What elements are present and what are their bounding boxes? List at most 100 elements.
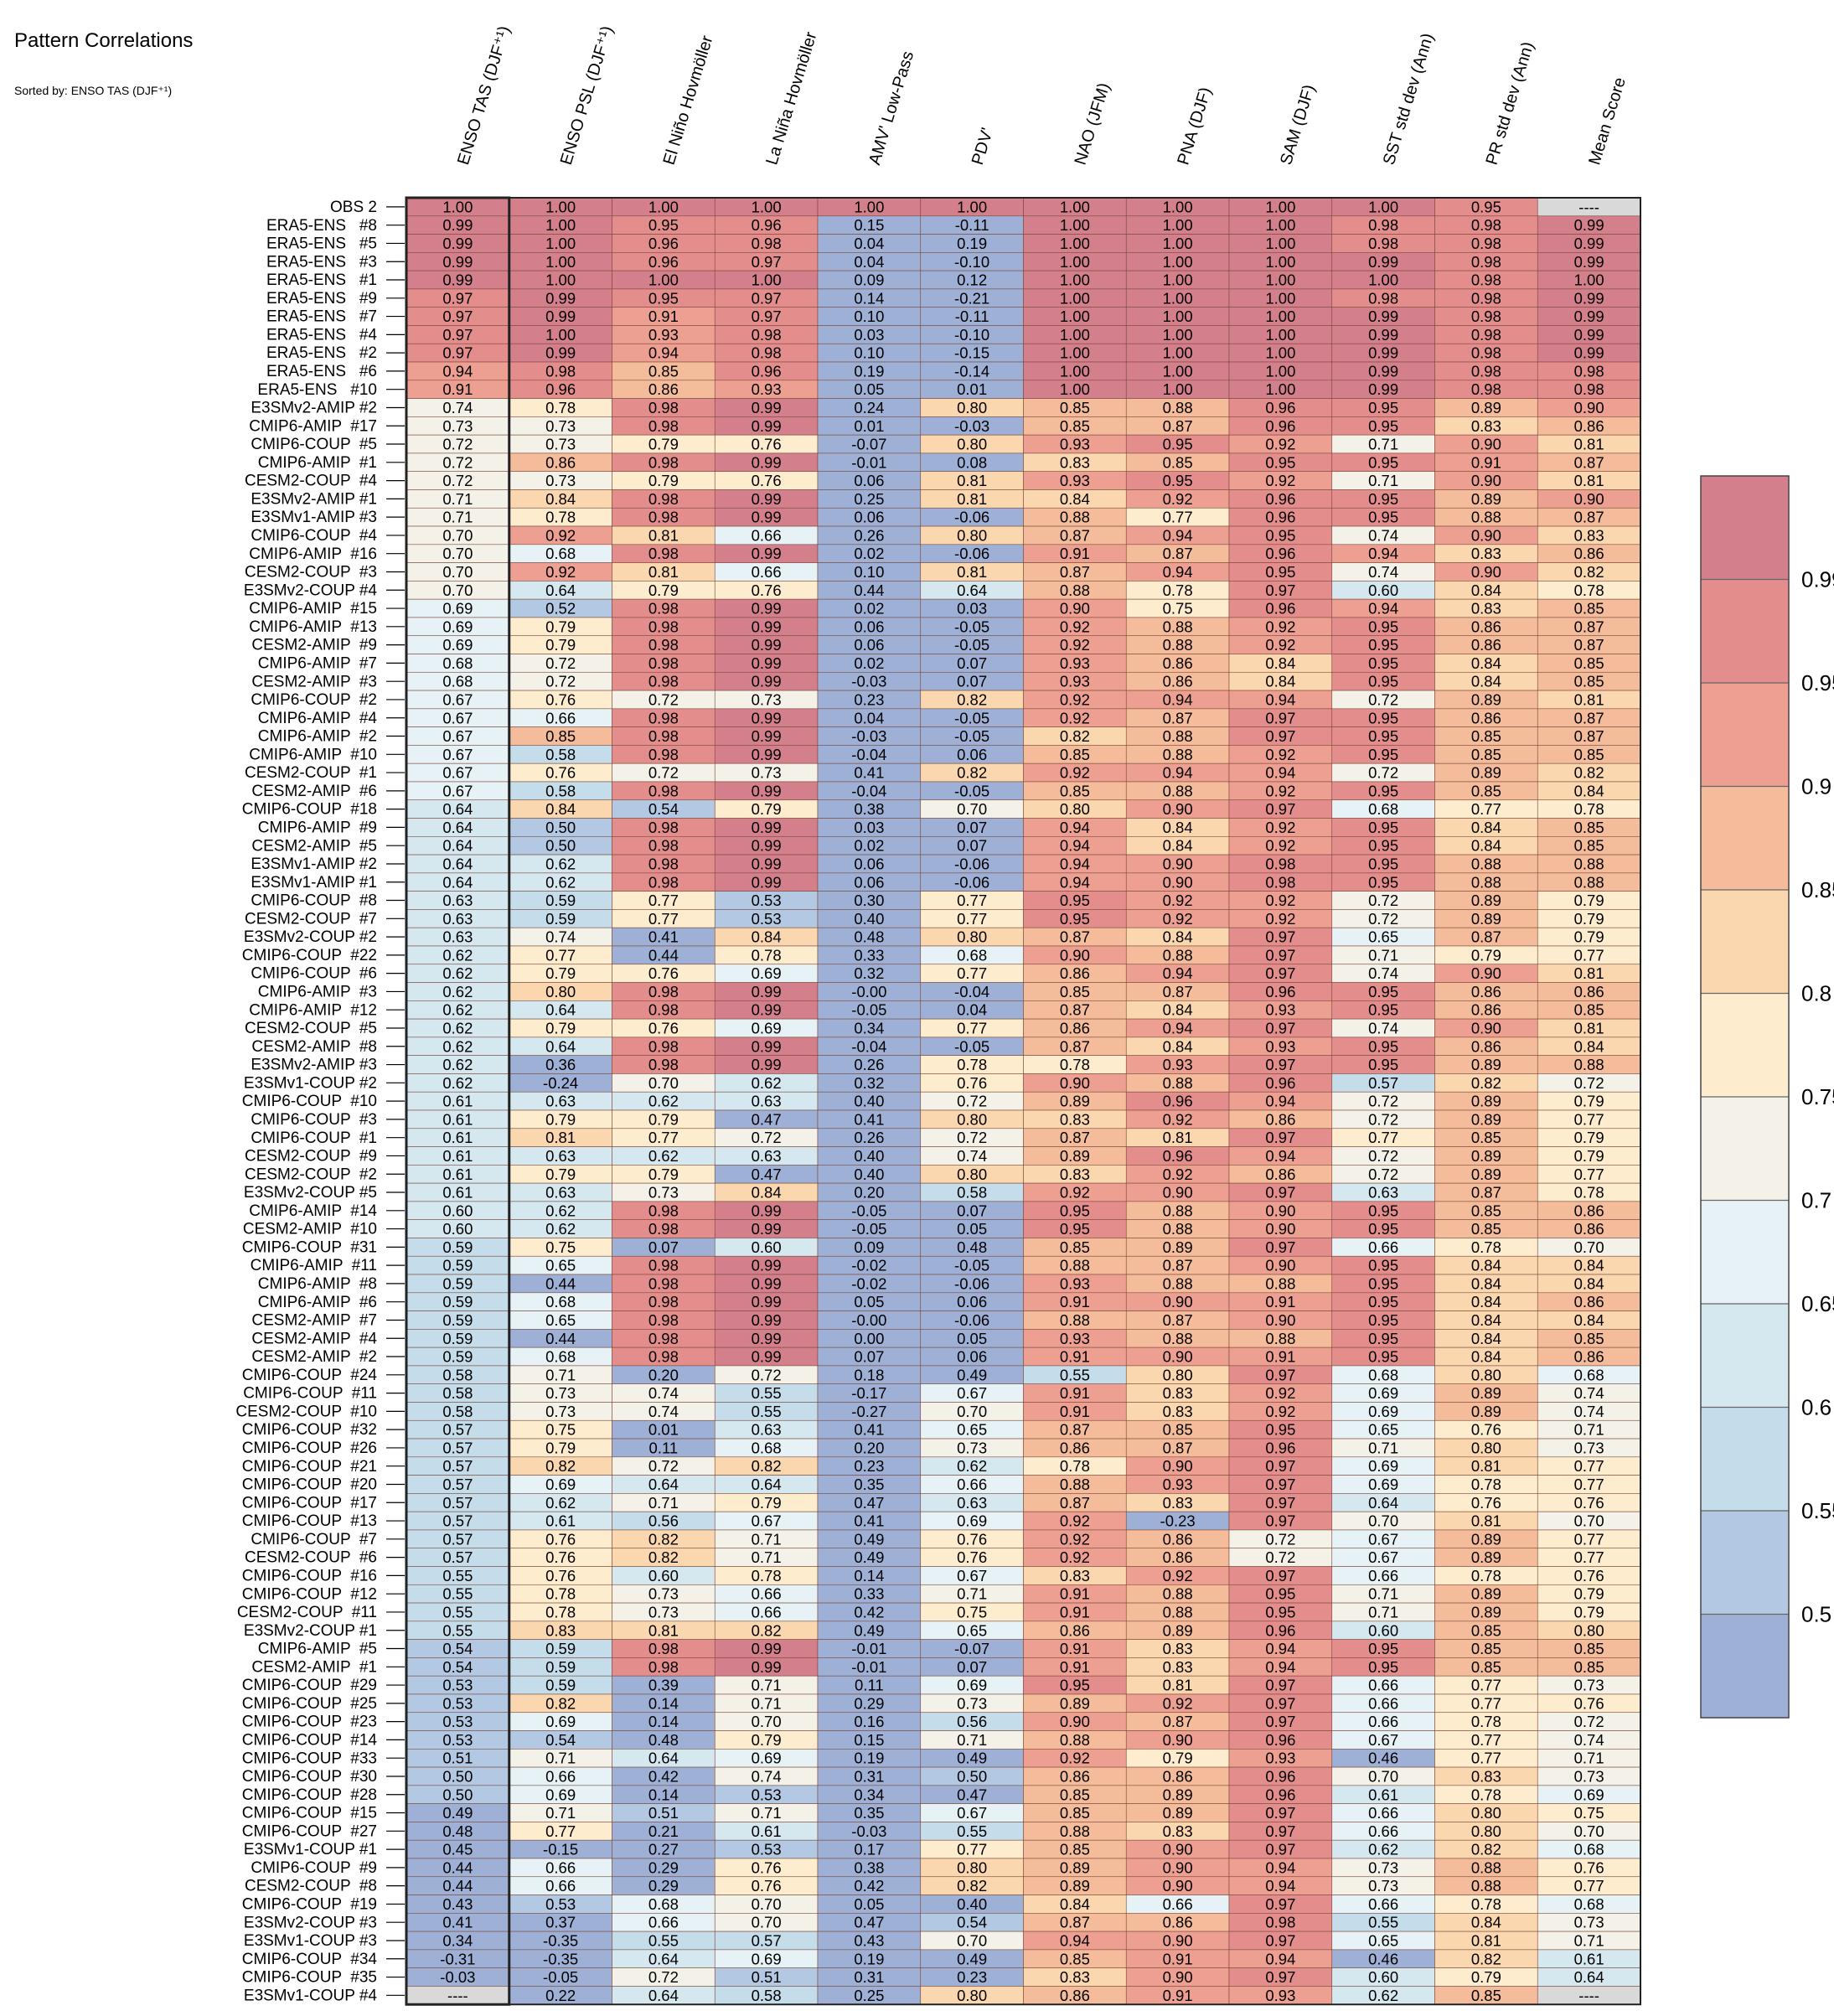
row-label: E3SMv2-COUP #2 — [244, 928, 377, 946]
colorbar-segment — [1701, 1304, 1789, 1408]
cell-value: 0.98 — [1471, 362, 1501, 380]
cell-value: 0.61 — [442, 1093, 473, 1110]
cell-value: 0.84 — [1163, 928, 1193, 946]
cell-value: 0.92 — [1060, 1184, 1090, 1202]
cell-value: 0.83 — [1574, 526, 1604, 544]
row-label: CMIP6-AMIP #17 — [249, 417, 377, 435]
cell-value: 0.88 — [1060, 582, 1090, 599]
cell-value: 0.15 — [854, 1731, 884, 1749]
cell-value: 0.26 — [854, 1056, 884, 1073]
row-label: CMIP6-COUP #32 — [242, 1421, 377, 1439]
cell-value: 0.71 — [648, 1494, 679, 1512]
cell-value: 0.98 — [1471, 380, 1501, 398]
cell-value: 0.84 — [1574, 782, 1604, 799]
cell-value: 0.88 — [1060, 1731, 1090, 1749]
cell-value: 0.88 — [1471, 509, 1501, 526]
cell-value: 0.86 — [1163, 1530, 1193, 1548]
cell-value: 0.95 — [1265, 526, 1295, 544]
cell-value: 0.41 — [648, 928, 679, 946]
cell-value: 0.71 — [1368, 472, 1398, 489]
row-label: CMIP6-AMIP #5 — [258, 1641, 377, 1658]
cell-value: 0.69 — [545, 1713, 576, 1730]
cell-value: 0.88 — [1163, 1274, 1193, 1292]
cell-value: 0.85 — [1574, 654, 1604, 672]
cell-value: 0.90 — [1163, 1184, 1193, 1202]
cell-value: 0.94 — [1265, 1658, 1295, 1676]
cell-value: 0.14 — [648, 1713, 679, 1730]
cell-value: 0.62 — [442, 964, 473, 982]
cell-value: 0.66 — [1368, 1694, 1398, 1712]
column-label: Mean Score — [1585, 75, 1630, 168]
cell-value: 0.68 — [442, 654, 473, 672]
cell-value: 0.80 — [1471, 1366, 1501, 1383]
cell-value: 0.33 — [854, 946, 884, 964]
cell-value: -0.07 — [954, 1640, 989, 1657]
cell-value: 0.95 — [1368, 673, 1398, 690]
cell-value: 0.67 — [1368, 1530, 1398, 1548]
cell-value: 0.81 — [1163, 1129, 1193, 1146]
cell-value: 0.53 — [442, 1731, 473, 1749]
cell-value: 0.86 — [1060, 1768, 1090, 1786]
cell-value: 0.72 — [1265, 1548, 1295, 1566]
colorbar-segment — [1701, 476, 1789, 580]
cell-value: 0.79 — [545, 1110, 576, 1128]
cell-value: 0.12 — [957, 271, 987, 289]
cell-value: 0.43 — [854, 1932, 884, 1950]
row-label: CESM2-COUP #5 — [245, 1020, 377, 1037]
cell-value: 0.90 — [1163, 1858, 1193, 1876]
row-label: CMIP6-COUP #5 — [251, 436, 377, 453]
cell-value: 0.87 — [1574, 709, 1604, 726]
cell-value: 0.76 — [648, 1020, 679, 1037]
cell-value: 0.69 — [752, 964, 782, 982]
cell-value: 0.03 — [957, 600, 987, 618]
cell-value: -0.05 — [954, 782, 989, 799]
cell-value: 0.94 — [1163, 690, 1193, 708]
cell-value: 0.91 — [1060, 1658, 1090, 1676]
cell-value: 0.06 — [957, 1348, 987, 1366]
cell-value: 0.89 — [1471, 1603, 1501, 1621]
cell-value: 0.99 — [752, 837, 782, 855]
row-label: CMIP6-COUP #13 — [242, 1512, 377, 1530]
cell-value: 0.93 — [1265, 1001, 1295, 1019]
cell-value: 0.71 — [545, 1804, 576, 1822]
cell-value: 0.85 — [1471, 1129, 1501, 1146]
cell-value: 0.59 — [442, 1348, 473, 1366]
cell-value: 0.84 — [1574, 1311, 1604, 1329]
cell-value: 0.95 — [1368, 1348, 1398, 1366]
cell-value: 0.91 — [1060, 1293, 1090, 1310]
cell-value: 0.60 — [1368, 1621, 1398, 1639]
cell-value: 0.73 — [648, 1184, 679, 1202]
row-label: CMIP6-AMIP #16 — [249, 545, 377, 563]
cell-value: 0.90 — [1163, 800, 1193, 818]
cell-value: 1.00 — [1060, 362, 1090, 380]
cell-value: 0.99 — [1368, 326, 1398, 344]
cell-value: 0.99 — [752, 1311, 782, 1329]
cell-value: 0.59 — [442, 1238, 473, 1256]
cell-value: 0.73 — [1368, 1858, 1398, 1876]
row-label: CESM2-AMIP #10 — [243, 1221, 377, 1238]
cell-value: 1.00 — [1265, 235, 1295, 252]
cell-value: 0.95 — [1265, 563, 1295, 581]
cell-value: 0.57 — [442, 1530, 473, 1548]
cell-value: 0.99 — [442, 235, 473, 252]
cell-value: 0.91 — [1471, 453, 1501, 471]
cell-value: 0.45 — [442, 1841, 473, 1858]
cell-value: 0.79 — [545, 1439, 576, 1456]
cell-value: 0.82 — [957, 764, 987, 782]
cell-value: 0.01 — [648, 1421, 679, 1439]
cell-value: 0.98 — [1574, 380, 1604, 398]
cell-value: 0.88 — [1060, 1476, 1090, 1493]
cell-value: 0.94 — [1163, 964, 1193, 982]
cell-value: 0.61 — [442, 1129, 473, 1146]
cell-value: 0.07 — [957, 1202, 987, 1219]
cell-value: 0.99 — [752, 1348, 782, 1366]
cell-value: 0.85 — [1060, 1238, 1090, 1256]
cell-value: 0.96 — [1265, 1731, 1295, 1749]
cell-value: 0.88 — [1574, 873, 1604, 891]
cell-value: 0.68 — [545, 1348, 576, 1366]
row-label: CESM2-COUP #9 — [245, 1148, 377, 1166]
cell-value: -0.03 — [440, 1968, 475, 1986]
cell-value: 0.91 — [1163, 1987, 1193, 2004]
cell-value: 0.93 — [1265, 1037, 1295, 1055]
